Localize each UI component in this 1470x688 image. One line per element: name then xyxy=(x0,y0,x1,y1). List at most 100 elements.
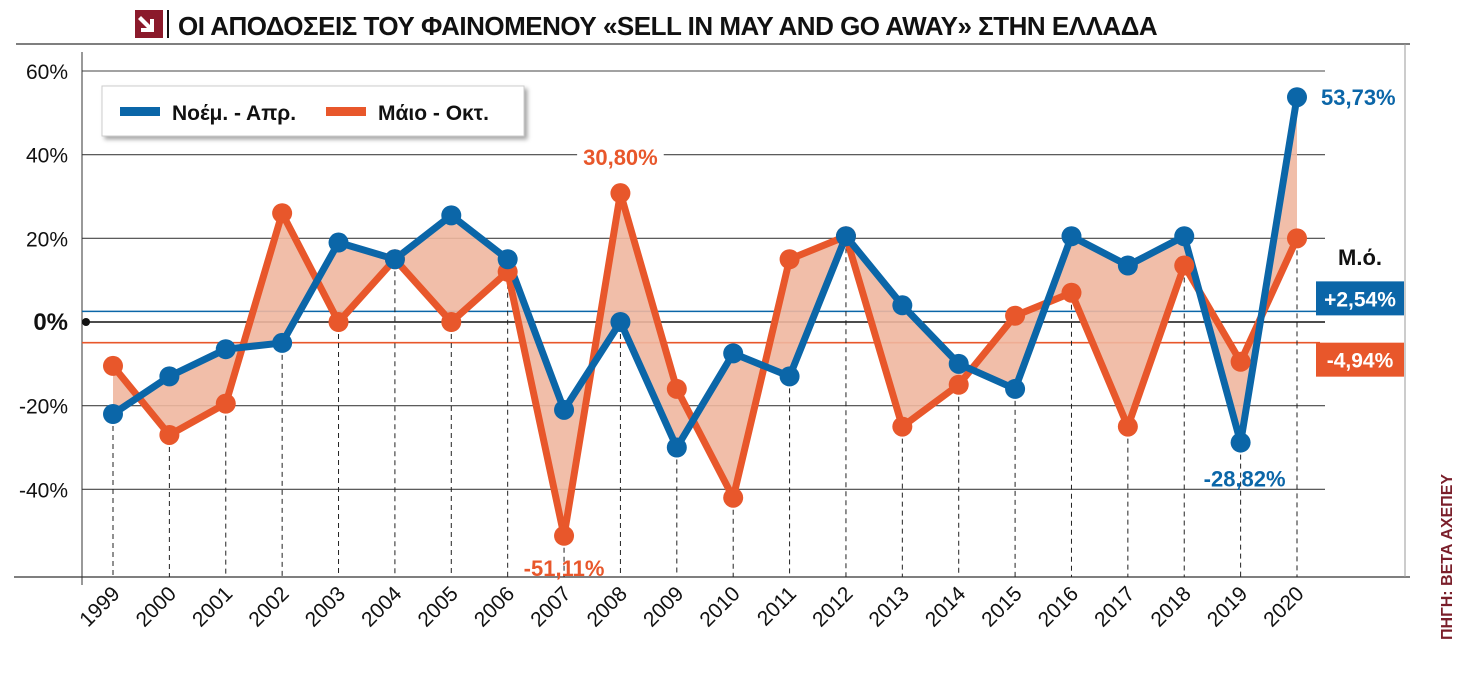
zero-marker xyxy=(82,318,90,326)
series-lines xyxy=(103,87,1307,546)
y-axis: 60% 40% 20% 0% -20% -40% xyxy=(19,61,90,502)
point-blue-2020 xyxy=(1287,87,1307,108)
legend-swatch-blue xyxy=(120,107,160,116)
annotation-2008-max: 30,80% xyxy=(583,145,658,170)
series-line-blue xyxy=(111,96,1301,451)
x-tick-label-1999: 1999 xyxy=(75,582,124,631)
point-blue-2018 xyxy=(1174,226,1195,247)
annotation-background xyxy=(577,143,664,173)
x-tick-label-2015: 2015 xyxy=(977,582,1026,631)
source-note: ΠΗΓΗ: ΒΕΤΑ ΑΧΕΠΕΥ xyxy=(1439,474,1456,640)
x-tick-label-2008: 2008 xyxy=(583,582,632,631)
point-blue-2001 xyxy=(215,339,236,360)
average-header: Μ.ό. xyxy=(1338,245,1382,270)
point-blue-2008 xyxy=(610,312,631,332)
year-guides xyxy=(112,248,1298,577)
x-tick-label-2012: 2012 xyxy=(808,582,857,631)
point-orange-2020 xyxy=(1287,228,1307,249)
legend-swatch-orange xyxy=(326,107,366,116)
point-orange-2019 xyxy=(1230,351,1251,372)
point-orange-2015 xyxy=(1005,305,1026,326)
x-tick-label-2004: 2004 xyxy=(357,582,407,632)
x-tick-label-2001: 2001 xyxy=(188,582,237,631)
point-blue-2017 xyxy=(1117,255,1138,276)
point-orange-2000 xyxy=(159,424,180,445)
point-orange-2003 xyxy=(328,312,349,332)
x-tick-label-2010: 2010 xyxy=(695,582,744,631)
point-orange-2005 xyxy=(441,312,462,332)
grid-layer xyxy=(14,44,1410,585)
x-tick-label-2014: 2014 xyxy=(921,582,971,632)
point-orange-2010 xyxy=(723,487,744,508)
point-blue-2009 xyxy=(666,437,687,458)
average-badge-orange xyxy=(1316,342,1404,377)
series-line-orange xyxy=(110,189,1301,540)
point-orange-2011 xyxy=(779,249,800,270)
x-tick-label-2019: 2019 xyxy=(1203,582,1252,631)
annotation-2020-max: 53,73% xyxy=(1321,85,1396,110)
point-blue-2005 xyxy=(441,205,462,226)
x-tick-label-2017: 2017 xyxy=(1090,582,1139,631)
x-tick-label-2016: 2016 xyxy=(1034,582,1083,631)
point-blue-2016 xyxy=(1061,226,1082,247)
point-blue-2011 xyxy=(779,366,800,387)
x-tick-label-2018: 2018 xyxy=(1146,582,1195,631)
point-blue-2000 xyxy=(159,366,180,387)
legend: Νοέμ. - Απρ. Μάιο - Οκτ. xyxy=(101,85,525,137)
x-tick-label-2013: 2013 xyxy=(865,582,914,631)
point-blue-2003 xyxy=(328,232,349,253)
point-blue-2012 xyxy=(835,226,856,247)
legend-label-orange: Μάιο - Οκτ. xyxy=(378,102,489,125)
legend-label-blue: Νοέμ. - Απρ. xyxy=(172,102,296,125)
x-tick-label-2000: 2000 xyxy=(132,582,181,631)
x-tick-label-2011: 2011 xyxy=(753,582,801,630)
point-orange-2002 xyxy=(272,203,293,224)
fill-between-area xyxy=(113,97,1297,536)
annotations: 30,80% -51,11% -28,82% 53,73% xyxy=(524,85,1396,581)
point-orange-2013 xyxy=(892,416,913,437)
point-blue-2006 xyxy=(497,249,518,270)
point-blue-2013 xyxy=(892,295,913,316)
fill-between-polygon xyxy=(113,97,1297,536)
y-tick-label: 40% xyxy=(26,145,68,168)
point-orange-1999 xyxy=(103,355,123,376)
point-blue-2019 xyxy=(1230,432,1251,453)
point-blue-2002 xyxy=(272,332,293,353)
x-tick-label-2003: 2003 xyxy=(301,582,350,631)
point-blue-2004 xyxy=(384,249,405,270)
arrow-logo-icon xyxy=(135,10,169,38)
point-orange-2018 xyxy=(1174,255,1195,276)
average-label-orange: -4,94% xyxy=(1327,350,1394,373)
y-tick-label: 20% xyxy=(26,228,68,251)
y-tick-label: 60% xyxy=(26,61,68,84)
x-axis: 1999 2000 2001 2002 2003 2004 2005 2006 2007 2008… xyxy=(75,582,1308,632)
point-blue-2007 xyxy=(554,399,575,420)
point-blue-2015 xyxy=(1005,378,1026,399)
y-tick-label: 0% xyxy=(33,309,68,336)
x-tick-label-2002: 2002 xyxy=(244,582,293,631)
x-tick-label-2009: 2009 xyxy=(639,582,688,631)
point-orange-2014 xyxy=(948,374,969,395)
average-badge-blue xyxy=(1316,281,1404,316)
y-tick-label: -40% xyxy=(19,479,68,502)
annotation-2019-min: -28,82% xyxy=(1204,467,1286,492)
point-blue-1999 xyxy=(103,404,123,425)
x-tick-label-2005: 2005 xyxy=(414,582,463,631)
x-tick-label-2007: 2007 xyxy=(526,582,575,631)
point-blue-2014 xyxy=(948,353,969,374)
point-orange-2007 xyxy=(554,525,575,546)
chart-title: ΟΙ ΑΠΟΔΟΣΕΙΣ ΤΟΥ ΦΑΙΝΟΜΕΝΟΥ «SELL IN MAY… xyxy=(178,11,1158,41)
average-labels: Μ.ό. +2,54% -4,94% xyxy=(1316,245,1404,377)
legend-box xyxy=(101,85,525,137)
point-orange-2017 xyxy=(1117,416,1138,437)
y-tick-label: -20% xyxy=(19,396,68,419)
average-label-blue: +2,54% xyxy=(1324,288,1396,311)
title-bar: ΟΙ ΑΠΟΔΟΣΕΙΣ ΤΟΥ ΦΑΙΝΟΜΕΝΟΥ «SELL IN MAY… xyxy=(16,10,1410,45)
point-orange-2009 xyxy=(666,378,687,399)
point-blue-2010 xyxy=(723,343,744,364)
annotation-2007-min: -51,11% xyxy=(524,556,605,581)
point-orange-2016 xyxy=(1061,282,1082,303)
point-orange-2008 xyxy=(610,183,631,204)
point-orange-2001 xyxy=(215,393,236,414)
